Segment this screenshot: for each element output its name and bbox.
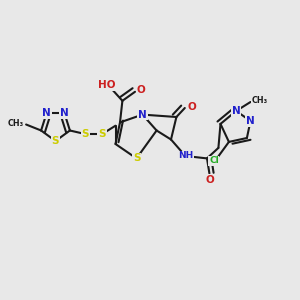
Text: N: N (42, 108, 51, 118)
Text: O: O (187, 101, 196, 112)
Text: N: N (138, 110, 147, 120)
Text: S: S (133, 153, 140, 164)
Text: N: N (60, 108, 69, 118)
Text: O: O (205, 175, 214, 185)
Text: Cl: Cl (209, 156, 219, 165)
Text: CH₃: CH₃ (8, 118, 24, 127)
Text: S: S (82, 129, 89, 139)
Text: N: N (232, 106, 241, 116)
Text: NH: NH (178, 152, 193, 160)
Text: HO: HO (98, 80, 115, 90)
Text: CH₃: CH₃ (251, 96, 268, 105)
Text: O: O (136, 85, 146, 95)
Text: S: S (98, 129, 106, 139)
Text: N: N (246, 116, 255, 126)
Text: S: S (52, 136, 59, 146)
